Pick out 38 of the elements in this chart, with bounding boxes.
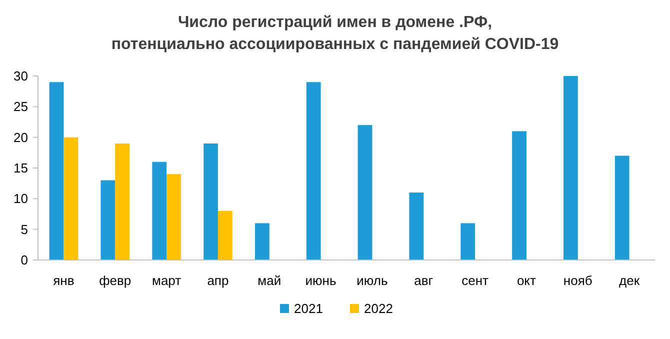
bar bbox=[512, 131, 526, 260]
bar bbox=[100, 180, 116, 260]
x-tick-label: окт bbox=[516, 273, 536, 288]
bar bbox=[115, 143, 130, 260]
y-tick-label: 25 bbox=[14, 99, 28, 114]
bar bbox=[166, 174, 181, 260]
y-tick-label: 15 bbox=[14, 160, 28, 176]
y-tick-label: 10 bbox=[14, 191, 28, 206]
x-tick-label: июнь bbox=[305, 273, 336, 288]
y-tick-label: 30 bbox=[14, 68, 28, 84]
chart-title: Число регистраций имен в домене .РФ, потенциально ассоциированных с пандемией COVID-19 bbox=[111, 14, 559, 53]
bar bbox=[563, 76, 578, 260]
legend-label: 2021 bbox=[294, 301, 323, 316]
x-tick-label: дек bbox=[619, 273, 640, 288]
bar bbox=[358, 125, 372, 260]
x-tick-label: апр bbox=[207, 273, 229, 288]
bar bbox=[460, 223, 476, 260]
bar bbox=[614, 156, 630, 260]
bar bbox=[306, 82, 321, 260]
x-tick-label: май bbox=[258, 273, 282, 288]
x-tick-label: нояб bbox=[563, 273, 592, 288]
x-tick-label: сент bbox=[462, 273, 489, 288]
bar bbox=[152, 162, 167, 260]
bar bbox=[49, 82, 64, 260]
x-tick-label: янв bbox=[53, 273, 74, 288]
x-tick-label: февр bbox=[99, 273, 132, 288]
x-tick-label: март bbox=[152, 273, 182, 288]
bar bbox=[64, 137, 78, 260]
y-tick-label: 5 bbox=[20, 222, 28, 237]
bar bbox=[204, 143, 218, 260]
y-tick-label: 0 bbox=[20, 252, 28, 268]
bar bbox=[409, 192, 424, 260]
x-tick-label: июль bbox=[356, 273, 388, 288]
bar bbox=[218, 210, 232, 260]
bar bbox=[254, 223, 270, 260]
legend-label: 2022 bbox=[364, 301, 393, 316]
x-tick-label: авг bbox=[414, 273, 434, 288]
y-tick-label: 20 bbox=[14, 130, 28, 145]
